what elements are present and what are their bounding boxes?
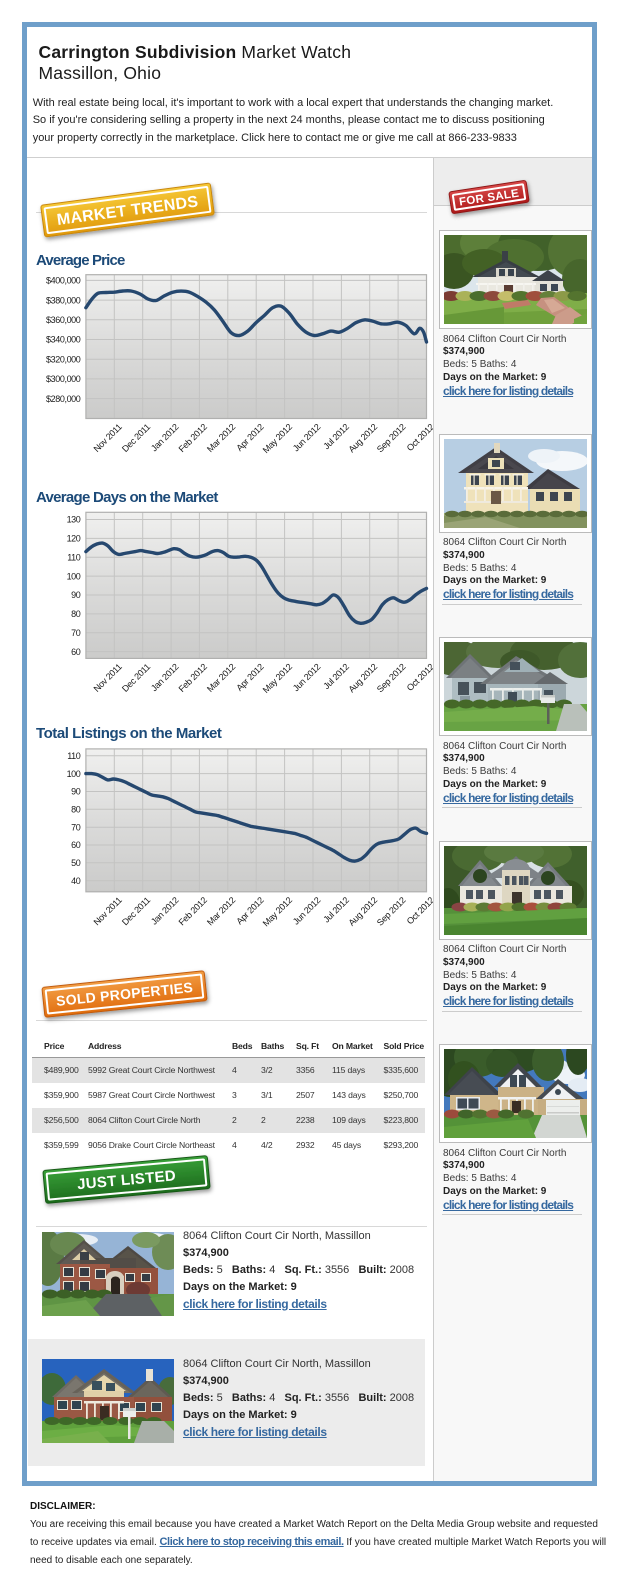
svg-text:$400,000: $400,000 <box>46 276 81 286</box>
svg-text:80: 80 <box>71 805 81 815</box>
svg-text:$300,000: $300,000 <box>46 374 81 384</box>
svg-text:Sep 2012: Sep 2012 <box>375 662 408 695</box>
svg-text:Jan 2012: Jan 2012 <box>149 662 181 694</box>
svg-text:Feb 2012: Feb 2012 <box>177 422 209 454</box>
svg-text:Oct 2012: Oct 2012 <box>405 422 433 453</box>
svg-text:Sep 2012: Sep 2012 <box>375 422 408 455</box>
svg-text:70: 70 <box>71 822 81 832</box>
svg-text:Nov 2011: Nov 2011 <box>92 422 124 454</box>
svg-text:$340,000: $340,000 <box>46 335 81 345</box>
svg-text:May 2012: May 2012 <box>261 895 295 929</box>
svg-text:Aug 2012: Aug 2012 <box>346 422 379 455</box>
svg-text:110: 110 <box>67 552 81 562</box>
svg-text:Mar 2012: Mar 2012 <box>205 422 237 454</box>
svg-text:May 2012: May 2012 <box>261 422 295 456</box>
svg-text:Jun 2012: Jun 2012 <box>291 662 323 694</box>
svg-text:Oct 2012: Oct 2012 <box>405 895 433 926</box>
svg-text:$280,000: $280,000 <box>46 394 81 404</box>
svg-text:Feb 2012: Feb 2012 <box>177 662 209 694</box>
svg-text:90: 90 <box>71 787 81 797</box>
svg-text:120: 120 <box>67 534 81 544</box>
svg-text:Dec 2011: Dec 2011 <box>120 422 152 454</box>
svg-text:Sep 2012: Sep 2012 <box>375 895 408 928</box>
svg-text:$360,000: $360,000 <box>46 315 81 325</box>
svg-text:Feb 2012: Feb 2012 <box>177 895 209 927</box>
svg-text:130: 130 <box>67 515 81 525</box>
svg-text:60: 60 <box>71 647 81 657</box>
svg-text:Jun 2012: Jun 2012 <box>291 895 323 927</box>
svg-text:$380,000: $380,000 <box>46 295 81 305</box>
svg-text:100: 100 <box>67 571 81 581</box>
svg-text:$320,000: $320,000 <box>46 354 81 364</box>
svg-text:May 2012: May 2012 <box>261 662 295 696</box>
svg-text:Jun 2012: Jun 2012 <box>291 422 323 454</box>
svg-text:Dec 2011: Dec 2011 <box>120 895 152 927</box>
svg-text:Oct 2012: Oct 2012 <box>405 662 433 693</box>
svg-text:80: 80 <box>71 609 81 619</box>
svg-text:90: 90 <box>71 590 81 600</box>
svg-text:Jan 2012: Jan 2012 <box>149 895 181 927</box>
svg-text:Nov 2011: Nov 2011 <box>92 895 124 927</box>
svg-text:Mar 2012: Mar 2012 <box>205 662 237 694</box>
svg-text:Dec 2011: Dec 2011 <box>120 662 152 694</box>
svg-text:40: 40 <box>71 876 81 886</box>
svg-text:100: 100 <box>67 769 81 779</box>
svg-text:Nov 2011: Nov 2011 <box>92 662 124 694</box>
svg-text:Jan 2012: Jan 2012 <box>149 422 181 454</box>
svg-text:70: 70 <box>71 628 81 638</box>
svg-text:110: 110 <box>67 751 81 761</box>
svg-text:Aug 2012: Aug 2012 <box>346 662 379 695</box>
svg-text:Mar 2012: Mar 2012 <box>205 895 237 927</box>
svg-text:60: 60 <box>71 840 81 850</box>
svg-text:Aug 2012: Aug 2012 <box>346 895 379 928</box>
svg-text:50: 50 <box>71 858 81 868</box>
